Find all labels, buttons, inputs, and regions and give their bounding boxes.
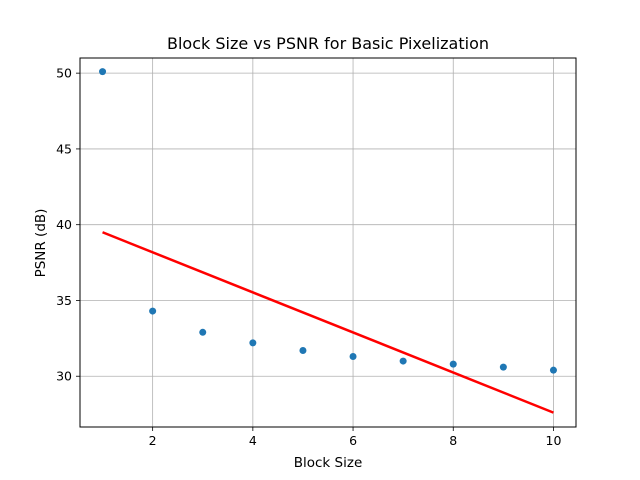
data-point: [299, 346, 307, 354]
data-point: [249, 339, 257, 347]
data-point: [499, 363, 507, 371]
trend-line: [102, 231, 554, 414]
data-point: [149, 307, 157, 315]
y-tick-label: 50: [56, 66, 72, 81]
scatter-points: [99, 68, 557, 374]
axis-ticks: 2 4 6 8 10 30 35 40 45 50: [56, 66, 561, 448]
x-tick-label: 4: [249, 433, 257, 448]
x-tick-label: 8: [449, 433, 457, 448]
data-point: [399, 357, 407, 365]
data-point: [449, 360, 457, 368]
y-tick-label: 45: [56, 141, 72, 156]
data-point: [99, 68, 107, 76]
trend-line-group: [102, 231, 554, 414]
y-tick-label: 35: [56, 293, 72, 308]
x-tick-label: 6: [349, 433, 357, 448]
y-tick-label: 30: [56, 369, 72, 384]
x-axis-label: Block Size: [294, 455, 363, 471]
x-tick-label: 10: [546, 433, 562, 448]
data-point: [549, 366, 557, 374]
chart-title: Block Size vs PSNR for Basic Pixelizatio…: [167, 34, 489, 53]
plot-frame: [79, 57, 577, 428]
y-tick-label: 40: [56, 217, 72, 232]
x-tick-label: 2: [149, 433, 157, 448]
grid: [80, 58, 576, 427]
data-point: [199, 328, 207, 336]
y-axis-label: PSNR (dB): [33, 209, 49, 278]
data-point: [349, 353, 357, 361]
